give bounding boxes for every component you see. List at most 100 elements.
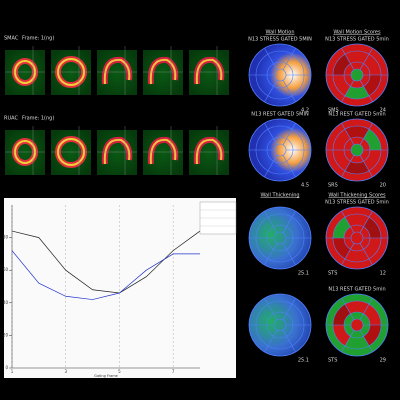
spoke <box>359 330 373 352</box>
x-axis-label: Gating Frame <box>94 374 118 378</box>
apex <box>351 144 363 156</box>
segment <box>363 304 381 325</box>
panel-subtitle: N13 REST GATED 5MIN <box>251 112 309 118</box>
panel-title: Wall Thickening <box>260 193 299 199</box>
spoke <box>282 330 296 352</box>
segment <box>345 86 369 99</box>
panel-subtitle: N13 STRESS GATED 5min <box>325 200 389 206</box>
spoke <box>282 48 296 70</box>
segment <box>333 75 351 96</box>
spoke <box>359 298 373 320</box>
panel-value: 4.5 <box>301 183 309 189</box>
view-frame: Frame: 1(ng) <box>22 116 54 122</box>
panel-subtitle: N13 STRESS GATED 5MIN <box>248 37 312 43</box>
slice-image <box>5 130 45 175</box>
segment <box>363 150 381 171</box>
spoke <box>359 80 373 102</box>
apex <box>351 319 363 331</box>
panel-value: 25.1 <box>298 271 309 277</box>
x-tick-label: 3 <box>64 369 67 374</box>
spoke <box>282 80 296 102</box>
panel-value: 29 <box>380 358 386 364</box>
slice-image <box>5 50 45 95</box>
polar-map <box>249 207 311 269</box>
segment <box>345 214 369 227</box>
myocardium-hot <box>149 58 177 85</box>
spoke <box>359 243 373 265</box>
myocardium-hot <box>195 58 223 85</box>
panel-value: 24 <box>380 108 386 114</box>
score-label: SRS <box>328 183 338 189</box>
polar-map <box>249 119 311 181</box>
segment <box>333 217 351 238</box>
spoke <box>264 123 278 145</box>
y-tick-label: 60 <box>3 267 9 272</box>
myocardium-hot <box>149 138 177 165</box>
segment <box>333 325 351 346</box>
x-tick-label: 1 <box>11 369 14 374</box>
segment <box>333 54 351 75</box>
series-line <box>11 230 201 294</box>
panel-value: 4.2 <box>301 108 309 114</box>
panel-value: 12 <box>380 271 386 277</box>
segment <box>363 217 381 238</box>
segment <box>363 325 381 346</box>
segment <box>345 161 369 174</box>
spoke <box>264 80 278 102</box>
myocardium-hot <box>103 138 131 165</box>
spoke <box>359 123 373 145</box>
panel-value: 25.1 <box>298 358 309 364</box>
spoke <box>282 211 296 233</box>
view-frame: Frame: 1(ng) <box>22 36 54 42</box>
spoke <box>264 243 278 265</box>
apex <box>351 232 363 244</box>
segment <box>345 249 369 262</box>
x-tick-label: 7 <box>172 369 175 374</box>
segment <box>363 129 381 150</box>
y-tick-label: 40 <box>3 300 9 305</box>
view-label: SMAC <box>4 36 19 42</box>
spoke <box>264 48 278 70</box>
score-label: STS <box>328 358 337 364</box>
spoke <box>359 48 373 70</box>
score-label: STS <box>328 271 337 277</box>
segment <box>363 238 381 259</box>
myocardium-hot <box>103 58 131 85</box>
segment <box>363 54 381 75</box>
spoke <box>341 80 355 102</box>
segment <box>345 126 369 139</box>
panel-subtitle: N13 STRESS GATED 5min <box>325 37 389 43</box>
y-tick-label: 80 <box>3 235 9 240</box>
segment <box>345 336 369 349</box>
segment <box>345 301 369 314</box>
spoke <box>359 211 373 233</box>
chart-area <box>4 198 236 378</box>
segment <box>345 51 369 64</box>
segment <box>333 304 351 325</box>
spoke <box>282 298 296 320</box>
spoke <box>282 155 296 177</box>
segment <box>333 129 351 150</box>
panel-value: 20 <box>380 183 386 189</box>
spoke <box>282 123 296 145</box>
spoke <box>359 155 373 177</box>
panel-subtitle: N13 REST GATED 5min <box>328 112 385 118</box>
spoke <box>341 211 355 233</box>
spoke <box>264 211 278 233</box>
spoke <box>264 298 278 320</box>
spoke <box>341 243 355 265</box>
spoke <box>264 330 278 352</box>
segment <box>333 238 351 259</box>
myocardium-hot <box>195 138 223 165</box>
spoke <box>341 330 355 352</box>
segment <box>363 75 381 96</box>
view-label: RUAC <box>4 116 18 122</box>
spoke <box>341 123 355 145</box>
segment <box>333 150 351 171</box>
polar-map <box>249 294 311 356</box>
panel-subtitle: N13 REST GATED 5min <box>328 287 385 293</box>
panel-title: Wall Motion <box>265 30 294 36</box>
spoke <box>264 155 278 177</box>
panel-title: Wall Motion Scores <box>333 30 381 36</box>
